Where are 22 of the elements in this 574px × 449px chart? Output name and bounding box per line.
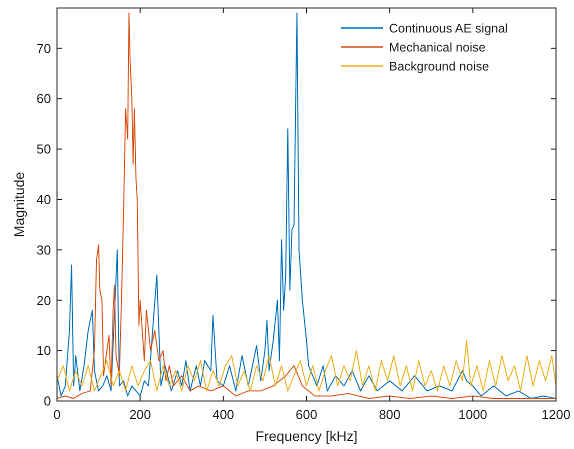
x-tick-label: 600	[296, 407, 318, 422]
y-tick-label: 0	[44, 394, 51, 409]
x-tick-label: 1000	[458, 407, 488, 422]
legend-label: Background noise	[389, 59, 490, 74]
y-tick-label: 20	[36, 292, 51, 308]
x-tick-label: 400	[212, 407, 234, 422]
y-tick-label: 30	[36, 242, 51, 258]
x-tick-label: 200	[129, 407, 152, 422]
y-tick-label: 70	[36, 40, 51, 56]
y-tick-label: 60	[36, 91, 51, 106]
y-tick-label: 50	[36, 142, 51, 157]
line-series	[57, 340, 556, 392]
y-tick-label: 40	[36, 192, 51, 208]
legend-label: Mechanical noise	[389, 40, 486, 54]
x-tick-label: 1200	[542, 407, 570, 422]
x-axis-title: Frequency [kHz]	[256, 428, 358, 444]
x-tick-label: 800	[378, 407, 401, 422]
legend-label: Continuous AE signal	[389, 21, 508, 36]
y-axis-title: Magnitude	[11, 172, 27, 238]
y-tick-label: 10	[36, 343, 51, 358]
x-tick-label: 0	[53, 407, 61, 422]
line-series	[57, 12, 556, 399]
